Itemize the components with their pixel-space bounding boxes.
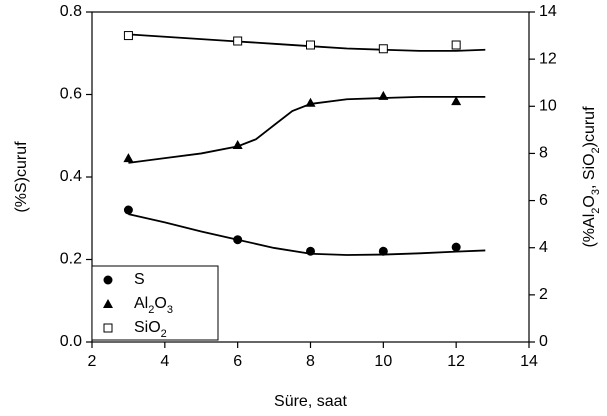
x-tick-label: 10 — [374, 353, 392, 370]
y-tick-label: 0.4 — [60, 168, 82, 185]
point — [123, 153, 134, 163]
legend-label: SiO2 — [134, 319, 167, 340]
legend-label: S — [134, 271, 145, 288]
y-tick-label: 0.0 — [60, 333, 82, 350]
y-tick-label: 0.8 — [60, 3, 82, 20]
point — [306, 246, 315, 256]
legend-marker — [103, 275, 113, 285]
legend-marker — [103, 323, 113, 333]
x-tick-label: 14 — [520, 353, 538, 370]
x-axis-title: Süre, saat — [274, 393, 347, 410]
x-tick-label: 8 — [306, 353, 315, 370]
y2-tick-label: 0 — [539, 333, 548, 350]
x-tick-label: 2 — [88, 353, 97, 370]
point — [123, 31, 133, 41]
y2-tick-label: 4 — [539, 239, 548, 256]
point — [451, 96, 462, 106]
y2-axis-title: (%Al2O3, SiO2)curuf — [581, 106, 602, 248]
point — [451, 242, 461, 252]
point — [232, 139, 243, 149]
point — [233, 235, 243, 245]
x-tick-label: 6 — [233, 353, 242, 370]
y2-tick-label: 14 — [539, 3, 557, 20]
y2-tick-label: 6 — [539, 192, 548, 209]
point — [233, 36, 243, 46]
legend-label: Al2O3 — [134, 295, 173, 316]
y-axis-title: (%S)curuf — [13, 141, 30, 213]
y2-tick-label: 8 — [539, 145, 548, 162]
point — [123, 205, 133, 215]
y-tick-label: 0.2 — [60, 251, 82, 268]
point — [305, 97, 316, 107]
point — [378, 90, 389, 100]
y2-tick-label: 2 — [539, 286, 548, 303]
fit-line — [128, 95, 486, 164]
y2-tick-label: 12 — [539, 50, 557, 67]
x-tick-label: 12 — [447, 353, 465, 370]
legend-marker — [103, 299, 113, 308]
legend-box — [91, 265, 219, 341]
point — [306, 40, 315, 50]
y2-tick-label: 10 — [539, 98, 557, 115]
y-tick-label: 0.6 — [60, 86, 82, 103]
point — [451, 40, 461, 50]
x-tick-label: 4 — [160, 353, 169, 370]
point — [378, 44, 388, 54]
point — [378, 246, 388, 256]
